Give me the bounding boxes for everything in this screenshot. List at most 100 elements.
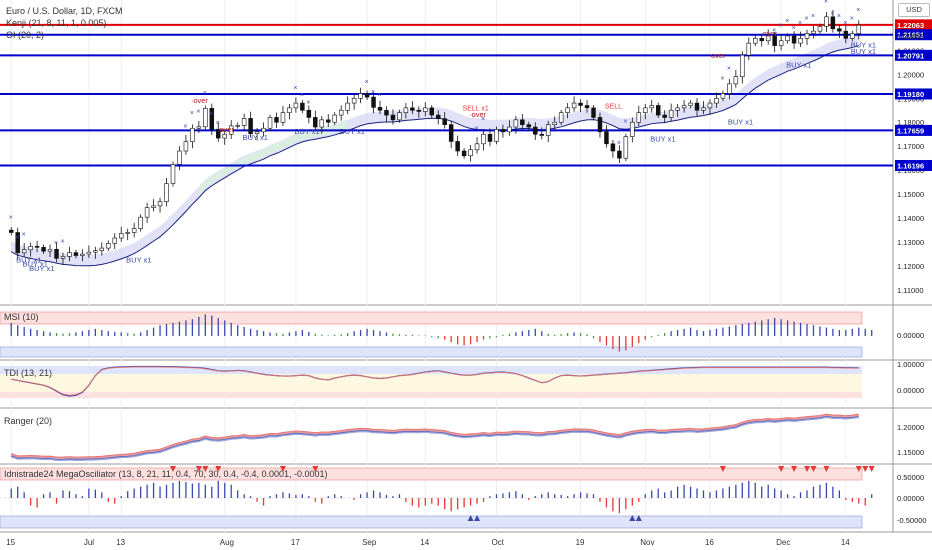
candle-body xyxy=(41,247,46,252)
candle-body xyxy=(765,35,771,42)
candle-body xyxy=(364,93,370,98)
buy-marker xyxy=(629,515,636,521)
candle-body xyxy=(228,125,234,135)
candle-body xyxy=(720,93,726,99)
sell-marker xyxy=(868,466,875,472)
x-marker: × xyxy=(837,13,841,20)
candle-body xyxy=(727,83,732,94)
x-marker: × xyxy=(720,75,724,82)
candle-body xyxy=(313,117,318,128)
candle-body xyxy=(319,119,325,128)
candle-body xyxy=(293,102,299,109)
candle-body xyxy=(701,107,706,111)
candle-body xyxy=(106,242,111,249)
buy-signal-label: BUY x1 xyxy=(243,133,268,142)
x-marker: × xyxy=(792,25,796,32)
sell-marker xyxy=(195,466,202,472)
candle-body xyxy=(125,232,130,234)
x-tick-label: 17 xyxy=(291,538,300,547)
candle-body xyxy=(351,97,357,104)
buy-signal-label: BUY x1 xyxy=(851,47,876,56)
x-marker: × xyxy=(772,27,776,34)
buy-signal-label: BUY x1 xyxy=(23,260,48,269)
ranger-tick: 1.15000 xyxy=(897,448,925,457)
sell-marker xyxy=(202,466,209,472)
candle-body xyxy=(67,252,72,257)
candle-body xyxy=(843,30,849,39)
candle-body xyxy=(662,114,667,118)
x-tick-label: 19 xyxy=(576,538,585,547)
candle-body xyxy=(604,131,609,145)
buy-signal-label: BUY x1 xyxy=(650,134,675,143)
candle-body xyxy=(578,102,583,106)
msi-tick: 0.00000 xyxy=(897,331,925,340)
candle-body xyxy=(15,232,20,254)
x-marker: × xyxy=(850,15,854,22)
x-marker: × xyxy=(475,126,479,133)
ranger-line xyxy=(10,413,859,459)
x-tick-label: Dec xyxy=(776,538,790,547)
candle-body xyxy=(287,107,292,113)
candle-body xyxy=(545,124,551,136)
candle-body xyxy=(552,121,557,125)
sell-marker xyxy=(279,466,286,472)
candle-body xyxy=(86,251,92,255)
candle-body xyxy=(610,143,616,152)
candle-body xyxy=(442,118,447,125)
x-tick-label: Oct xyxy=(491,538,504,547)
x-marker: × xyxy=(190,110,194,117)
candle-body xyxy=(733,76,739,85)
candle-body xyxy=(429,107,435,116)
mega-lower-band xyxy=(0,515,863,529)
candle-body xyxy=(655,105,661,116)
candle-body xyxy=(474,143,480,151)
mega-tick: 0.50000 xyxy=(897,473,925,482)
level-label-box xyxy=(895,124,932,136)
tdi-tick: 1.00000 xyxy=(897,360,925,369)
currency-button[interactable]: USD xyxy=(898,3,930,17)
x-marker: × xyxy=(196,109,200,116)
buy-marker xyxy=(467,515,474,521)
x-marker: × xyxy=(183,123,187,130)
candle-body xyxy=(688,102,693,106)
x-marker: × xyxy=(785,18,789,25)
sell-marker xyxy=(862,466,869,472)
candle-body xyxy=(326,119,331,123)
buy-marker xyxy=(474,515,481,521)
x-marker: × xyxy=(209,111,213,118)
candle-body xyxy=(798,38,803,44)
msi-upper-band xyxy=(0,311,863,325)
candle-body xyxy=(707,102,713,109)
candle-body xyxy=(254,131,260,135)
mega-upper-band xyxy=(0,467,863,481)
candle-body xyxy=(448,124,454,142)
candle-body xyxy=(623,136,629,159)
sell-marker xyxy=(810,466,817,472)
symbol-legend: Euro / U.S. Dollar, 1D, FXCM xyxy=(6,6,123,16)
price-tick-label: 1.12000 xyxy=(897,262,924,271)
candle-body xyxy=(196,126,202,129)
x-marker: × xyxy=(798,20,802,27)
candle-body xyxy=(216,128,221,139)
level-label-box xyxy=(895,49,932,61)
mega-tick: 0.00000 xyxy=(897,494,925,503)
price-tick-label: 1.17000 xyxy=(897,142,924,151)
candle-body xyxy=(34,246,40,248)
level-label-box xyxy=(895,29,932,41)
last-price-label: 1.22053 xyxy=(897,32,924,41)
candle-body xyxy=(423,107,428,112)
sell-marker xyxy=(169,466,176,472)
candle-body xyxy=(280,112,286,123)
candle-body xyxy=(93,250,98,253)
candle-body xyxy=(371,96,376,108)
candle-body xyxy=(487,133,493,142)
x-tick-label: Nov xyxy=(640,538,654,547)
candle-body xyxy=(791,35,797,44)
sell-marker xyxy=(791,466,798,472)
x-marker: × xyxy=(830,11,834,18)
candle-body xyxy=(410,107,415,111)
x-marker: × xyxy=(805,15,809,22)
over-label: ·over xyxy=(708,51,726,60)
candle-body xyxy=(267,117,273,129)
